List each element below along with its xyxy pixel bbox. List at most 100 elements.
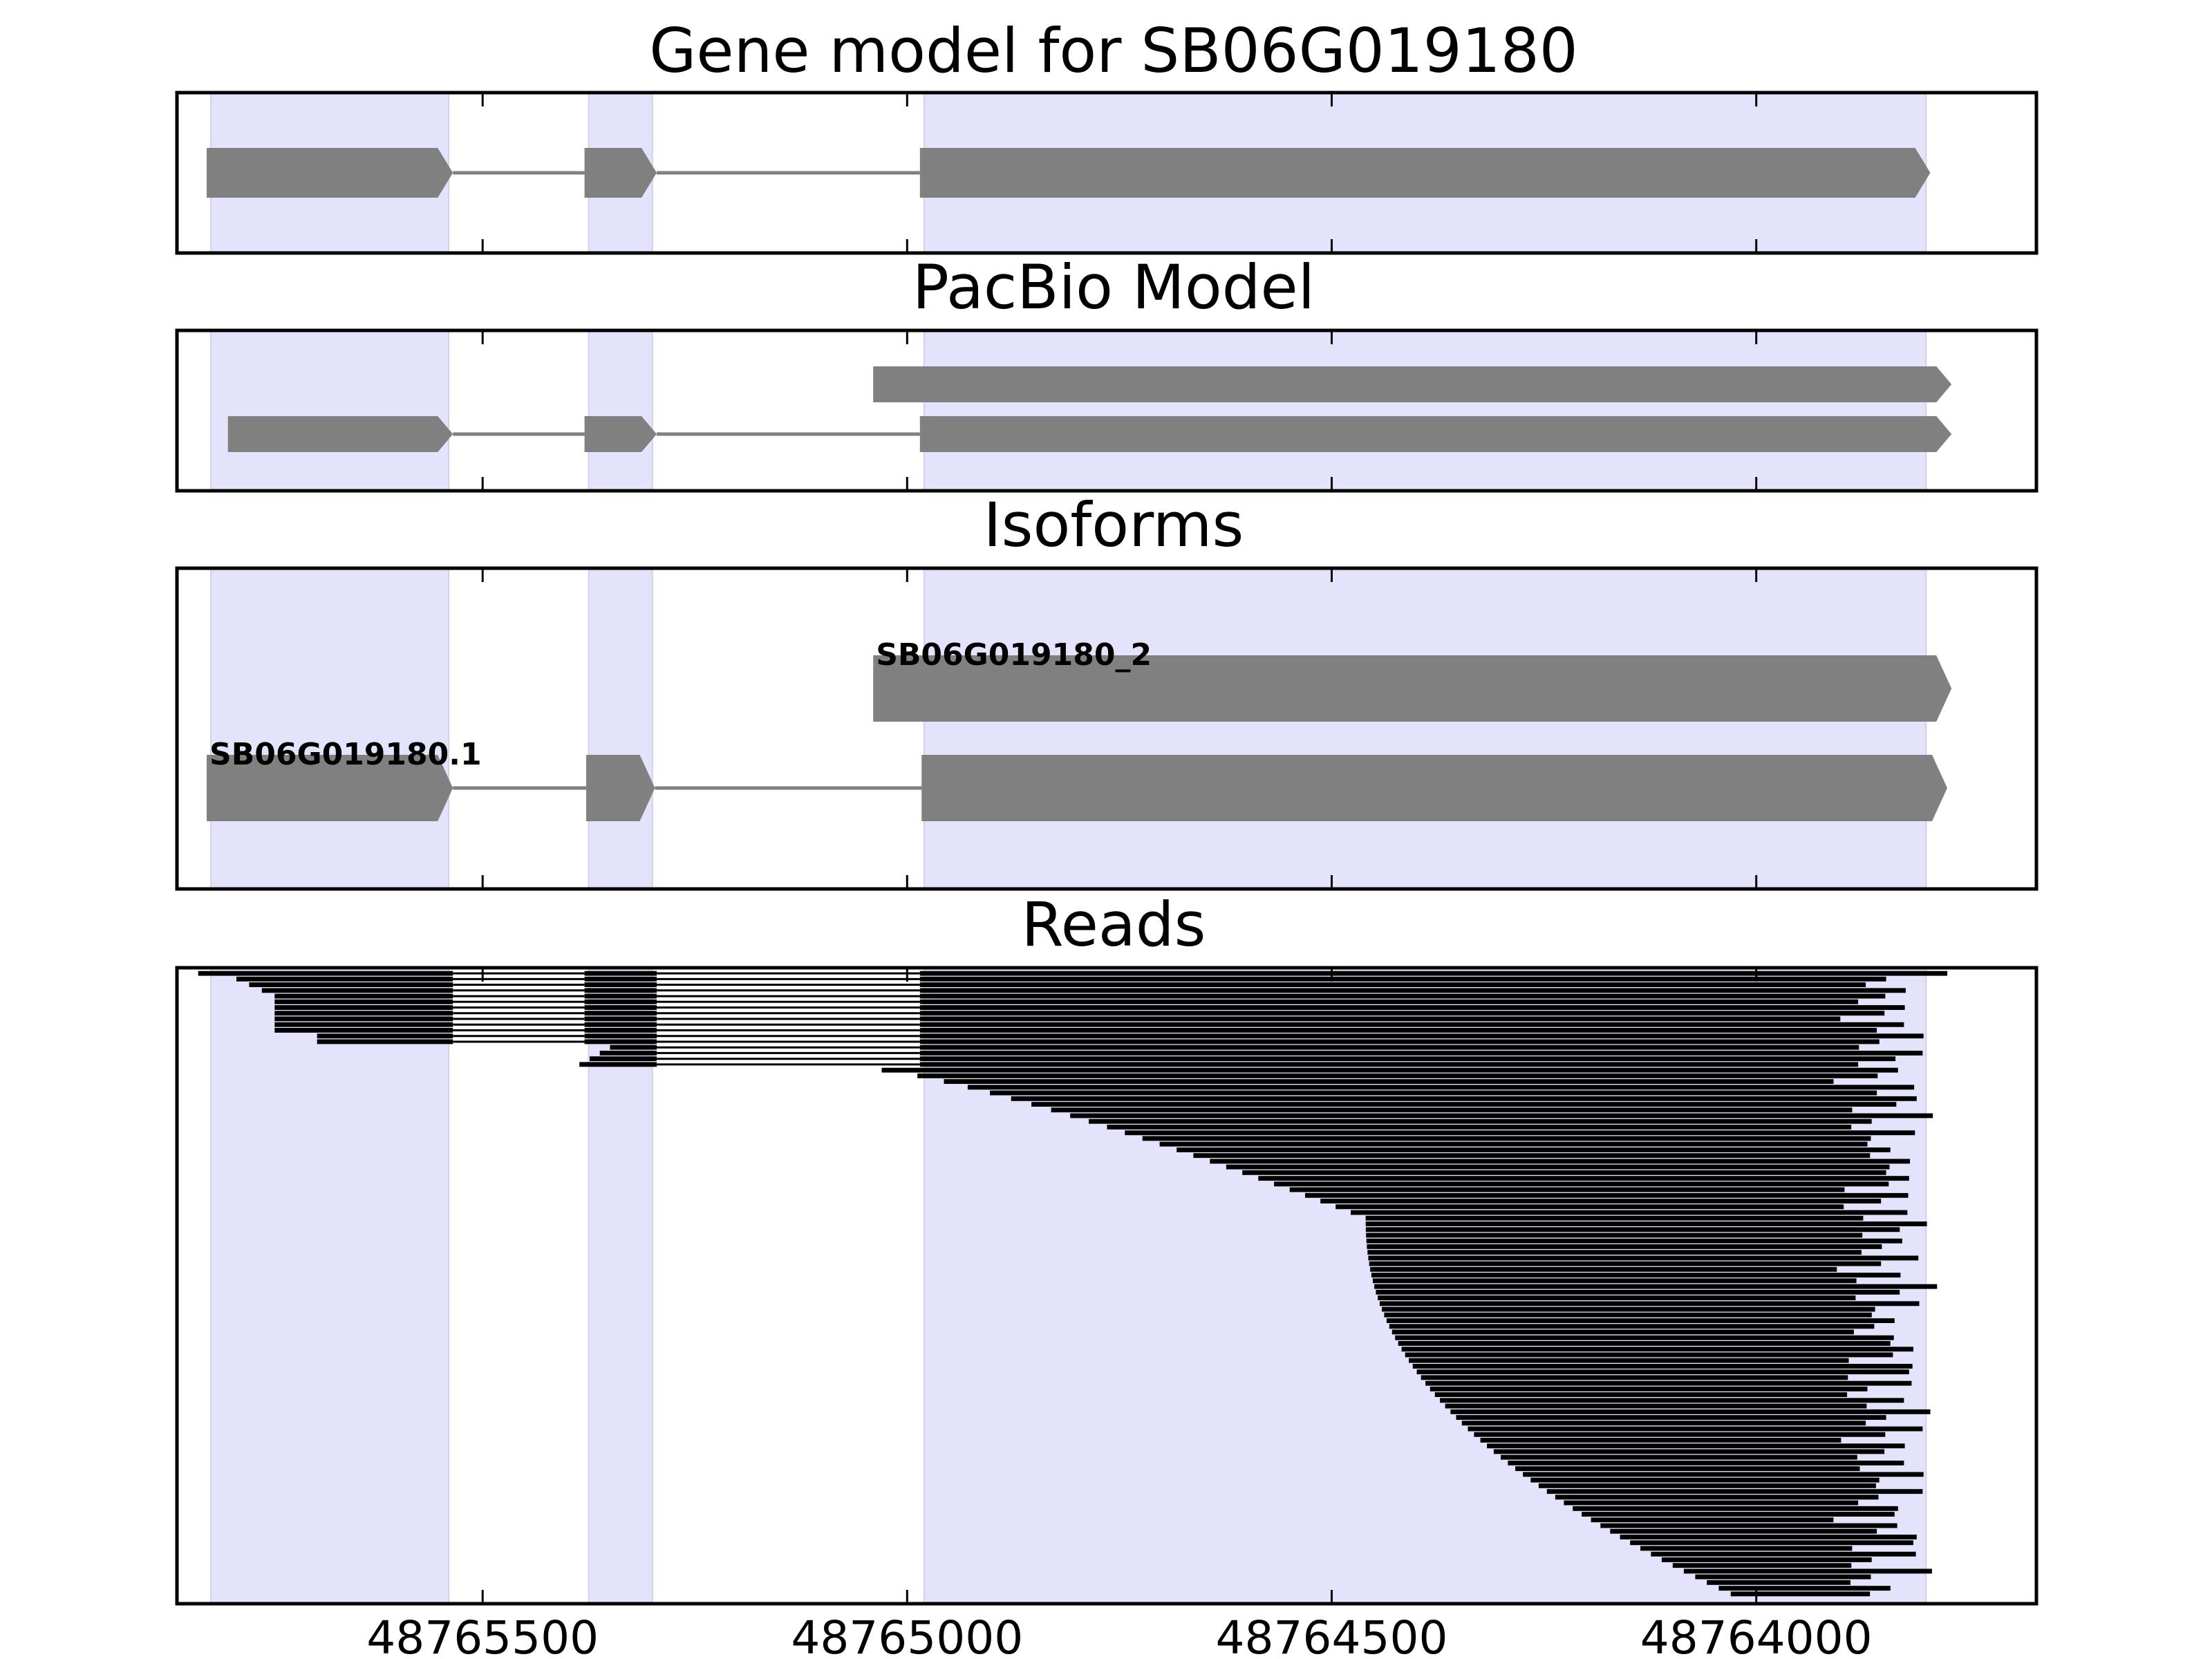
read-segment (261, 988, 453, 993)
read-segment (274, 1005, 453, 1010)
read-segment (1651, 1551, 1916, 1557)
read-segment (1456, 1415, 1886, 1420)
exon-shading-band (923, 568, 1927, 890)
read-segment (274, 1011, 453, 1016)
read-segment (1369, 1261, 1882, 1266)
read-segment (1031, 1102, 1897, 1107)
read-segment (584, 1016, 657, 1022)
read-segment (1523, 1472, 1924, 1477)
read-segment (1515, 1466, 1860, 1472)
read-segment (1425, 1380, 1912, 1386)
read-segment (1707, 1580, 1850, 1585)
exon-block (584, 148, 657, 198)
read-segment (1600, 1523, 1897, 1528)
exon-block (919, 416, 1952, 452)
panel-reads (175, 966, 2038, 1606)
isoform-label: SB06G019180_2 (876, 637, 1152, 673)
exon-block (586, 755, 655, 821)
exon-shading-band (210, 330, 449, 491)
read-segment (1546, 1489, 1923, 1494)
read-segment (919, 1005, 1905, 1010)
read-segment (1405, 1352, 1893, 1358)
read-segment (584, 982, 657, 987)
read-segment (1372, 1278, 1857, 1284)
exon-block (207, 755, 453, 821)
read-segment (1159, 1141, 1868, 1147)
read-segment (1367, 1250, 1862, 1255)
exon-block (919, 148, 1931, 198)
read-segment (1508, 1461, 1904, 1465)
read-segment (584, 999, 657, 1004)
read-segment (1416, 1369, 1909, 1375)
read-segment (584, 1011, 657, 1016)
read-segment (1391, 1329, 1854, 1335)
read-segment (198, 971, 453, 976)
exon-shading-band (588, 330, 653, 491)
read-segment (919, 1011, 1885, 1016)
read-segment (1493, 1449, 1885, 1454)
read-segment (1274, 1181, 1889, 1187)
exon-shading-band (210, 967, 449, 1604)
read-segment (579, 1062, 657, 1067)
read-segment (1480, 1438, 1841, 1443)
x-tick-label: 48765000 (791, 1611, 1023, 1659)
read-segment (584, 1028, 657, 1033)
read-segment (1366, 1238, 1902, 1244)
read-segment (584, 988, 657, 993)
read-segment (1530, 1477, 1880, 1483)
read-segment (1378, 1295, 1856, 1300)
read-segment (1487, 1443, 1905, 1449)
read-segment (1430, 1386, 1868, 1391)
read-segment (317, 1039, 453, 1044)
read-segment (1305, 1192, 1909, 1198)
read-segment (944, 1079, 1834, 1084)
read-segment (919, 982, 1866, 987)
read-segment (1450, 1409, 1931, 1414)
read-segment (919, 988, 1906, 993)
read-segment (1620, 1535, 1917, 1539)
read-segment (1695, 1574, 1871, 1580)
read-segment (1474, 1432, 1886, 1437)
read-segment (274, 1028, 453, 1033)
read-segment (1683, 1568, 1932, 1574)
read-segment (1386, 1318, 1895, 1323)
read-segment (917, 1073, 1878, 1078)
read-segment (1070, 1113, 1933, 1118)
read-segment (1366, 1232, 1863, 1238)
read-segment (1401, 1347, 1913, 1352)
read-segment (1089, 1118, 1872, 1124)
read-segment (1365, 1221, 1927, 1226)
read-segment (1640, 1546, 1853, 1551)
read-segment (1367, 1244, 1882, 1249)
panel-title-gene-model: Gene model for SB06G019180 (649, 15, 1578, 86)
read-segment (967, 1085, 1915, 1090)
exon-block (873, 655, 1952, 722)
read-segment (584, 1039, 657, 1044)
read-segment (1395, 1335, 1894, 1340)
exon-block (873, 366, 1952, 402)
read-segment (990, 1090, 1877, 1096)
read-segment (1398, 1341, 1891, 1346)
read-segment (919, 1039, 1880, 1044)
read-segment (584, 971, 657, 976)
read-segment (1573, 1506, 1898, 1511)
x-tick-label: 48764500 (1216, 1611, 1448, 1659)
read-segment (584, 1033, 657, 1039)
read-segment (1011, 1096, 1917, 1101)
read-segment (1374, 1284, 1938, 1289)
read-segment (1468, 1426, 1923, 1432)
panel-title-isoforms: Isoforms (984, 489, 1244, 561)
panel-isoforms (175, 566, 2038, 891)
read-segment (1445, 1403, 1867, 1409)
read-segment (584, 1022, 657, 1027)
read-segment (919, 1044, 1859, 1050)
read-segment (1142, 1136, 1871, 1141)
read-segment (274, 993, 453, 999)
exon-shading-band (588, 967, 653, 1604)
read-segment (1591, 1517, 1834, 1523)
exon-block (921, 755, 1947, 821)
read-segment (1351, 1210, 1908, 1215)
panel-frame (175, 328, 2038, 493)
read-segment (1242, 1170, 1886, 1175)
